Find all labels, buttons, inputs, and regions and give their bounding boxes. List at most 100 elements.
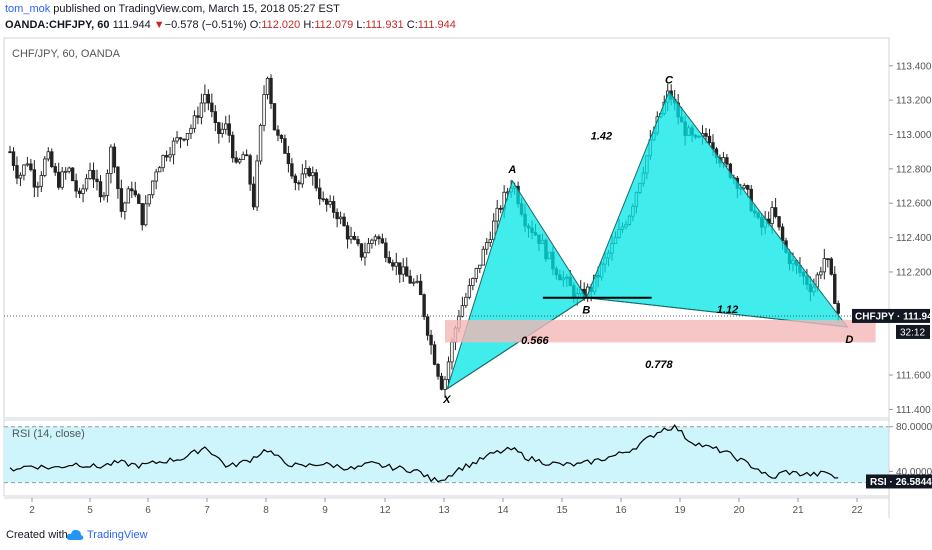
candle-body xyxy=(349,235,353,240)
last-price: 111.944 xyxy=(112,19,151,31)
pattern-point-b: B xyxy=(582,305,590,317)
ohlc-line: OANDA:CHFJPY, 60 111.944 ▼−0.578 (−0.51%… xyxy=(5,19,456,31)
candle-body xyxy=(36,185,40,188)
candle-body xyxy=(199,102,204,118)
candle-body xyxy=(67,167,71,172)
candle-body xyxy=(227,123,231,136)
candle-body xyxy=(370,239,374,244)
time-tick-label: 21 xyxy=(792,505,804,516)
price-tick-label: 112.600 xyxy=(896,199,932,210)
candle-body xyxy=(286,153,291,165)
candle-body xyxy=(11,151,16,166)
candle-body xyxy=(488,239,492,243)
candle-body xyxy=(725,157,729,165)
candle-body xyxy=(345,225,350,240)
down-arrow-icon: ▼ xyxy=(153,19,165,31)
high-value: 112.079 xyxy=(314,19,354,31)
candle-body xyxy=(98,181,103,198)
time-axis[interactable]: 2 5 6 7 8 9 12 13 14 15 16 19 20 21 22 xyxy=(29,498,863,516)
candle-body xyxy=(467,285,472,298)
candle-body xyxy=(15,165,19,179)
low-label: L: xyxy=(356,19,366,31)
candle-body xyxy=(18,174,23,179)
rsi-tick-label: 80.0000 xyxy=(896,422,932,433)
candle-body xyxy=(171,140,176,156)
price-pane-title: CHF/JPY, 60, OANDA xyxy=(12,48,121,60)
rsi-last-value: 26.5844 xyxy=(896,477,932,488)
rsi-badge: RSI · 26.5844 xyxy=(866,474,932,489)
publish-line: tom_mok published on TradingView.com, Ma… xyxy=(5,3,340,15)
time-tick-label: 7 xyxy=(204,505,210,516)
candle-body xyxy=(60,171,64,188)
candle-body xyxy=(780,226,785,242)
tradingview-brand[interactable]: TradingView xyxy=(87,529,148,541)
candle-body xyxy=(304,168,308,175)
price-tick-label: 113.200 xyxy=(896,96,932,107)
time-tick-label: 6 xyxy=(145,505,151,516)
candle-body xyxy=(836,303,840,314)
candle-body xyxy=(318,187,322,200)
candle-body xyxy=(324,198,329,205)
candle-body xyxy=(819,271,823,276)
candle-body xyxy=(258,124,263,162)
close-label: C: xyxy=(406,19,418,31)
candle-body xyxy=(293,175,298,184)
candle-body xyxy=(185,133,190,141)
candle-body xyxy=(328,201,332,205)
tradingview-cloud-icon xyxy=(66,529,84,540)
candle-body xyxy=(244,154,249,157)
symbol-label[interactable]: OANDA:CHFJPY, 60 xyxy=(5,19,110,31)
candle-body xyxy=(387,257,392,264)
badge-price: 111.944 xyxy=(903,311,932,322)
chart-header: tom_mok published on TradingView.com, Ma… xyxy=(0,0,932,36)
time-tick-label: 15 xyxy=(556,505,568,516)
candle-body xyxy=(377,236,381,240)
badge-symbol: CHFJPY xyxy=(855,311,895,322)
candle-body xyxy=(39,175,44,187)
candle-body xyxy=(269,77,273,104)
candle-body xyxy=(217,122,221,135)
candle-body xyxy=(425,316,430,336)
price-badge: CHFJPY · 111.944 32:12 xyxy=(852,308,932,339)
price-axis[interactable]: 113.400 113.200 113.000 112.800 112.600 112.4… xyxy=(889,61,932,416)
candle-body xyxy=(352,235,357,240)
candle-body xyxy=(112,146,117,168)
candle-body xyxy=(154,171,158,182)
candle-body xyxy=(102,194,106,198)
candle-body xyxy=(133,190,137,196)
candle-body xyxy=(144,203,148,226)
candle-body xyxy=(50,151,54,167)
candle-body xyxy=(95,178,99,183)
candle-body xyxy=(464,296,468,307)
chart-area[interactable]: X A B C D 0.566 1.42 0.778 1.12 CHF/JPY, 60, OAN… xyxy=(0,36,932,520)
candle-body xyxy=(363,252,367,258)
candle-body xyxy=(822,258,827,273)
candle-body xyxy=(460,305,465,317)
candle-body xyxy=(474,268,479,279)
author-link[interactable]: tom_mok xyxy=(5,3,51,15)
rsi-axis[interactable]: 80.0000 40.0000 xyxy=(889,422,932,478)
candle-body xyxy=(394,262,398,267)
candle-body xyxy=(32,169,37,188)
candle-body xyxy=(415,280,419,283)
candle-body xyxy=(422,294,426,318)
candle-body xyxy=(380,238,385,244)
pattern-point-x: X xyxy=(442,394,451,406)
time-tick-label: 9 xyxy=(322,505,328,516)
candle-body xyxy=(164,155,169,158)
pattern-ratio: 1.12 xyxy=(717,304,738,316)
candle-body xyxy=(241,154,245,160)
candle-body xyxy=(331,201,336,213)
candle-body xyxy=(773,207,778,217)
candle-body xyxy=(471,277,475,286)
time-tick-label: 22 xyxy=(851,505,863,516)
candle-body xyxy=(815,274,820,288)
candle-body xyxy=(432,344,437,365)
time-tick-label: 8 xyxy=(263,505,269,516)
open-label: O: xyxy=(249,19,262,31)
candle-body xyxy=(405,266,409,277)
candle-body xyxy=(321,198,325,201)
candle-body xyxy=(182,138,186,141)
candle-body xyxy=(206,94,211,104)
candle-body xyxy=(77,190,82,194)
